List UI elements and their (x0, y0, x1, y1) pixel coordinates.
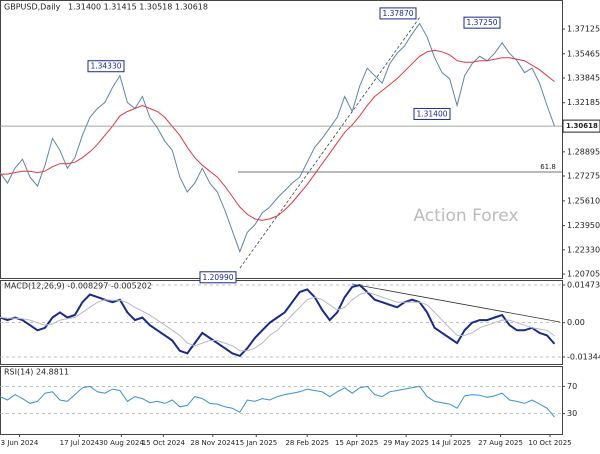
y-tick-label: 1.37125 (567, 25, 600, 34)
y-tick-label: -0.013442 (567, 353, 600, 362)
current-price-label: 1.30618 (566, 122, 598, 130)
annotation-box (413, 107, 451, 120)
annotation-box (463, 16, 501, 29)
x-tick-label: 28 Feb 2025 (285, 439, 329, 447)
watermark: Action Forex (413, 206, 518, 226)
macd-title: MACD(12,26,9) -0.008297 -0.005202 (4, 282, 152, 291)
x-tick-label: 30 Aug 2024 (99, 439, 144, 447)
y-tick-label: 0.00 (567, 318, 585, 327)
x-tick-label: 10 Oct 2025 (528, 439, 571, 447)
rsi-title: RSI(14) 24.8811 (4, 368, 69, 377)
y-tick-label: 1.33845 (567, 73, 600, 82)
y-tick-label: 1.32185 (567, 98, 600, 107)
y-tick-label: 70 (567, 382, 577, 391)
x-tick-label: 14 Jul 2025 (431, 439, 471, 447)
current-price-box (562, 119, 600, 133)
series-line (0, 291, 555, 352)
trend-line (239, 16, 421, 269)
annotation-label: 1.37250 (466, 18, 497, 27)
x-tick-label: 28 Nov 2024 (190, 439, 235, 447)
fib-label: 61.8 (540, 163, 556, 171)
y-tick-label: 30 (567, 409, 577, 418)
x-tick-label: 15 Apr 2025 (335, 439, 378, 447)
price-panel-frame (0, 0, 563, 279)
y-tick-label: 1.27275 (567, 172, 600, 181)
macd-trend-line (351, 283, 561, 323)
y-tick-label: 1.22330 (567, 245, 600, 254)
y-tick-label: 1.23950 (567, 221, 600, 230)
series-line (0, 284, 556, 358)
series-line (0, 49, 555, 221)
ohlc-text: 1.31400 1.31415 1.30518 1.30618 (68, 3, 208, 12)
x-tick-label: 15 Jan 2025 (235, 439, 277, 447)
rsi-panel-frame (0, 366, 563, 435)
y-tick-label: 1.25610 (567, 196, 600, 205)
x-tick-label: 27 Aug 2025 (478, 439, 523, 447)
annotation-label: 1.20990 (202, 273, 233, 282)
chart-title: GBPUSD,Daily (4, 3, 61, 12)
x-tick-label: 3 Jun 2024 (1, 439, 39, 447)
x-tick-label: 17 Jul 2024 (60, 439, 100, 447)
y-tick-label: 1.20705 (567, 270, 600, 279)
series-line (0, 22, 555, 254)
annotation-label: 1.37870 (382, 9, 413, 18)
x-tick-label: 29 May 2025 (383, 439, 429, 447)
x-tick-label: 15 Oct 2024 (142, 439, 186, 447)
series-line (0, 385, 555, 418)
annotation-box (87, 60, 125, 73)
y-tick-label: 0.014734 (567, 280, 600, 289)
y-tick-label: 1.35465 (567, 49, 600, 58)
annotation-label: 1.31400 (416, 109, 447, 118)
y-tick-label: 1.28895 (567, 147, 600, 156)
annotation-box (199, 271, 237, 284)
annotation-box (379, 7, 417, 20)
annotation-label: 1.34330 (90, 62, 121, 71)
